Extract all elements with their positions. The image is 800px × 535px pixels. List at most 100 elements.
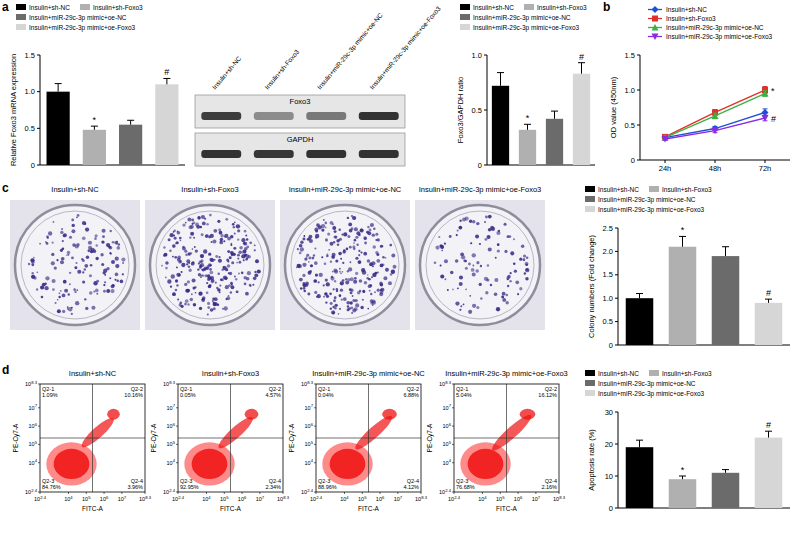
colony [96,244,98,246]
colony [184,283,187,286]
x-tick-label: 106 [514,495,523,503]
colony [82,221,86,225]
colony [334,236,337,239]
colony [349,288,352,291]
legend-swatch [585,390,595,396]
colony [230,244,232,246]
colony [350,291,353,294]
x-tick-label: 105 [220,495,229,503]
colony [61,228,63,230]
point [762,90,769,97]
error-bar [127,120,134,124]
colony-dish [145,200,275,330]
y-tick-label: 0.5 [25,124,35,133]
colony [193,237,195,239]
y-tick [314,426,316,427]
x-tick-label: 102.4 [310,495,323,503]
y-tick-label: 108.3 [301,380,314,388]
colony [198,292,202,296]
colony [95,289,99,293]
y-tick [38,407,40,408]
colony [372,233,375,236]
colony [75,301,79,305]
colony [330,302,333,305]
lane-label: Insulin+sh-NC [211,54,243,90]
colony [450,271,453,274]
colony [336,290,338,292]
bar [83,130,106,165]
colony [58,292,60,294]
legend-swatch [524,4,534,10]
colony [296,267,298,269]
colony [185,299,189,303]
colony [449,235,452,238]
colony [444,278,446,280]
colony [363,252,367,256]
colony [172,244,176,248]
tick-exponent: 4 [484,495,487,500]
colony [299,244,303,248]
colony [509,280,511,282]
colony [174,237,177,240]
colony [214,297,218,301]
colony [205,235,208,238]
colony-dish [280,200,410,330]
colony [67,306,69,308]
colony [115,256,119,260]
colony [364,237,367,240]
colony [188,252,191,255]
quadrant-value: 92.95% [180,484,199,490]
colony [220,238,223,241]
x-tick [86,492,87,494]
colony [45,241,47,243]
colony [339,294,342,297]
colony [71,257,74,260]
colony [472,220,475,223]
colony [165,277,167,279]
colony [472,253,476,257]
legend-swatch [16,24,26,30]
bar [155,84,178,165]
error-stem [639,440,640,447]
y-tick-label: 108.3 [163,380,176,388]
colony [51,261,55,265]
colony [36,288,38,290]
colony [375,272,378,275]
colony [321,224,325,228]
dish-title: Insulin+miR-29c-3p mimic+oe-NC [289,185,402,194]
annotation: # [771,114,776,124]
colony [376,253,379,256]
legend-item: Insulin+miR-29c-3p mimic+oe-Foxo3 [16,24,136,32]
colony [87,249,90,252]
y-tick-label: 108.3 [25,380,38,388]
blot-band [359,112,399,120]
colony [309,239,313,243]
error-bar [679,476,686,479]
tick-exponent: 4 [35,458,38,463]
colony [334,296,337,299]
error-bar [578,63,585,74]
colony [58,296,60,298]
colony [189,225,193,229]
colony [300,287,303,290]
cell-density [54,449,90,479]
colony [315,234,319,238]
colony [348,223,352,227]
colony [109,277,111,279]
x-tick [224,492,225,494]
x-tick-label: 105 [358,495,367,503]
colony [358,254,360,256]
bar [626,447,654,508]
y-tick-label: 10 [605,472,613,481]
tick-exponent: 8.3 [559,495,565,500]
y-tick [176,407,178,408]
tick-exponent: 6 [173,422,176,427]
x-tick-label: 102.4 [34,495,47,503]
colony [349,261,351,263]
y-axis-title: Relative Foxo3 mRNA expression [9,54,18,166]
colony [195,249,198,252]
y-tick-label: 105 [167,440,176,448]
tick-exponent: 2.4 [316,495,322,500]
y-tick-label: 105 [305,440,314,448]
colony [111,284,115,288]
